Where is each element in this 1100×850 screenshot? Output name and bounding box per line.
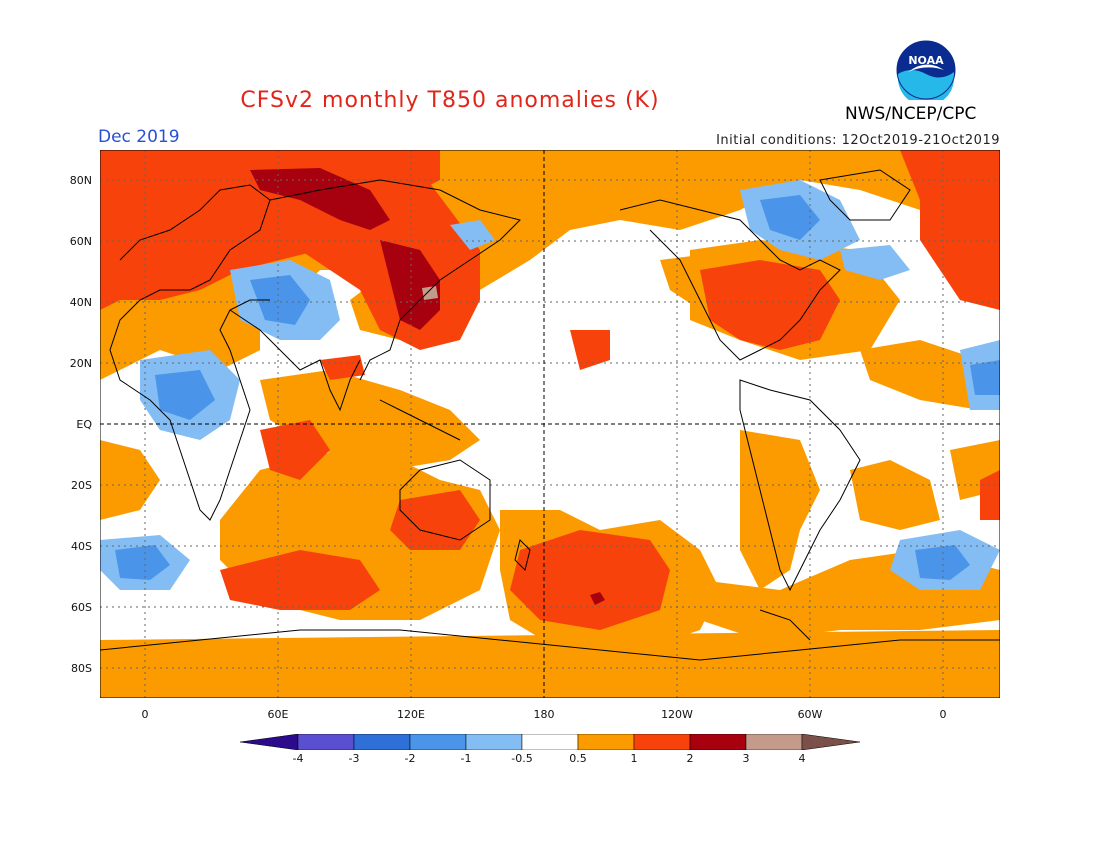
colorbar-bin-2 [353,734,411,750]
equator-and-dateline [100,150,1000,698]
lon-label-0-right: 0 [939,708,947,721]
colorbar-label-neg2: -2 [404,752,416,765]
lon-label-60e: 60E [267,708,289,721]
noaa-logo-icon: NOAA [896,40,956,100]
lat-label-80n: 80N [69,174,92,187]
colorbar-label-4: 4 [798,752,806,765]
lat-label-20n: 20N [69,357,92,370]
chart-title: CFSv2 monthly T850 anomalies (K) [240,88,660,113]
anomaly-regions-2-3 [250,168,605,605]
lat-label-80s: 80S [71,662,92,675]
lat-label-eq: EQ [76,418,92,431]
colorbar-label-0p5: 0.5 [569,752,587,765]
colorbar-bin-3 [409,734,467,750]
colorbar-bin-8 [689,734,747,750]
lon-label-180: 180 [533,708,555,721]
forecast-month-label: Dec 2019 [98,127,180,147]
colorbar-cap-high [801,734,860,750]
colorbar-label-2: 2 [686,752,694,765]
colorbar-bin-7 [633,734,691,750]
anomaly-map [100,150,1000,698]
agency-label: NWS/NCEP/CPC [845,104,977,124]
lat-label-20s: 20S [71,479,92,492]
initial-conditions-label: Initial conditions: 12Oct2019-21Oct2019 [716,133,1000,148]
noaa-logo-text: NOAA [908,54,944,67]
colorbar-cap-low [240,734,299,750]
colorbar-label-neg1: -1 [460,752,472,765]
anomaly-regions-neg1-neg2 [115,195,1000,580]
colorbar-bin-4 [465,734,523,750]
lat-lon-grid [100,150,1000,698]
colorbar-label-neg4: -4 [292,752,304,765]
colorbar-label-neg3: -3 [348,752,360,765]
colorbar-bin-1 [297,734,355,750]
lat-label-60s: 60S [71,601,92,614]
colorbar-bin-9 [745,734,803,750]
colorbar-label-1: 1 [630,752,638,765]
anomaly-regions-3-4 [422,286,438,300]
lat-label-40s: 40S [71,540,92,553]
lat-label-60n: 60N [69,235,92,248]
colorbar-bin-5 [521,734,579,750]
colorbar-bin-6 [577,734,635,750]
coastlines [100,169,1000,661]
lat-label-40n: 40N [69,296,92,309]
colorbar-label-neg0p5: -0.5 [511,752,533,765]
lon-label-120w: 120W [661,708,693,721]
lon-label-60w: 60W [797,708,823,721]
colorbar [240,734,860,750]
lon-label-0-left: 0 [141,708,149,721]
colorbar-label-3: 3 [742,752,750,765]
lon-label-120e: 120E [397,708,425,721]
